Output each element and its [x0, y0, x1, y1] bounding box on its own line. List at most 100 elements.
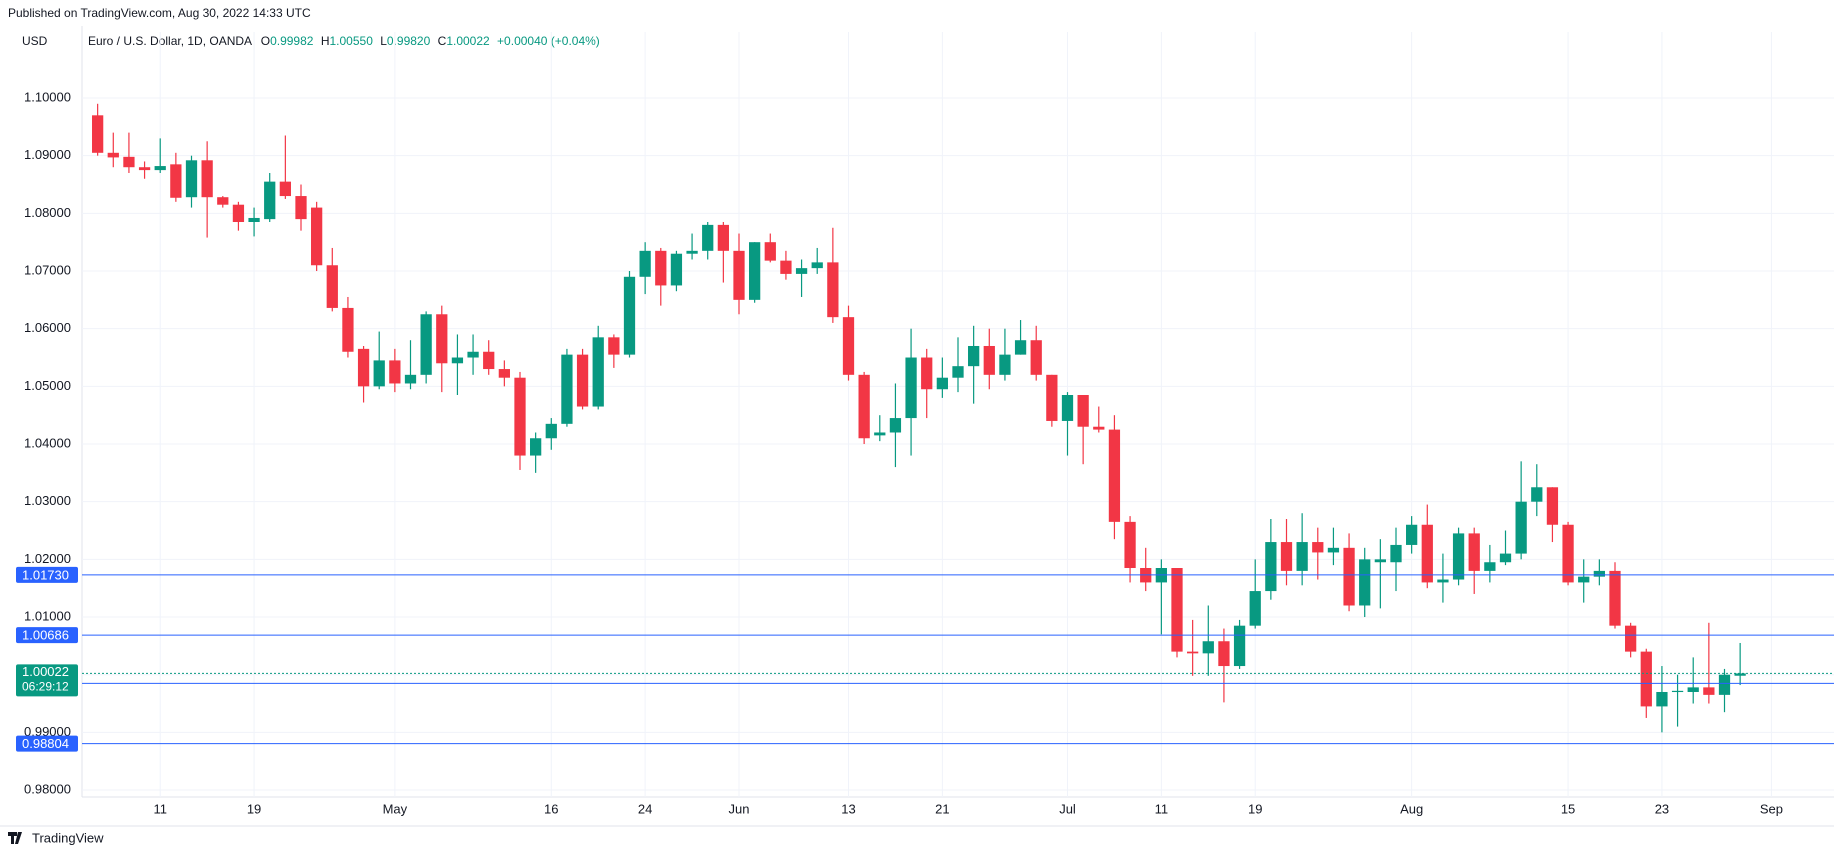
y-tick-label: 0.98000: [24, 781, 71, 796]
candle-body: [827, 262, 839, 318]
candle-body: [889, 418, 902, 433]
candle-body: [686, 250, 698, 254]
candle-body: [1609, 570, 1621, 626]
candle-body: [357, 348, 370, 387]
candle-body: [749, 242, 761, 300]
candle-body: [592, 337, 604, 407]
symbol-title: Euro / U.S. Dollar, 1D, OANDA: [88, 34, 252, 48]
x-tick-label: 13: [841, 801, 855, 816]
candle-body: [1124, 521, 1136, 569]
candle-body: [467, 351, 479, 358]
candle-body: [295, 196, 307, 220]
ohlc-value: 0.99982: [270, 34, 314, 48]
candle-body: [232, 204, 245, 223]
candle-body: [545, 423, 557, 439]
candle-body: [1656, 691, 1668, 707]
candle-body: [92, 115, 104, 153]
change: +0.00040 (+0.04%): [497, 34, 600, 48]
candle-body: [436, 314, 448, 364]
candle-body: [1171, 568, 1183, 652]
y-tick-label: 1.10000: [24, 89, 71, 104]
candle-body: [670, 253, 683, 286]
x-tick-label: 11: [1155, 801, 1169, 816]
candle-body: [1515, 501, 1527, 554]
candle-body: [1625, 625, 1637, 652]
level-label: 1.00686: [22, 628, 69, 643]
candle-body: [123, 156, 135, 168]
candle-body: [717, 224, 729, 251]
x-tick-label: 21: [935, 801, 949, 816]
candle-body: [138, 167, 151, 171]
candle-body: [170, 164, 182, 198]
candle-body: [999, 354, 1011, 375]
candle-body: [1265, 542, 1277, 592]
candle-body: [514, 377, 526, 456]
candle-body: [201, 160, 213, 198]
candle-body: [342, 307, 354, 352]
candle-body: [702, 224, 714, 251]
candle-body: [576, 354, 589, 407]
candle-body: [1406, 524, 1418, 545]
candle-body: [952, 366, 964, 378]
x-tick-label: Jun: [729, 801, 750, 816]
candle-body: [1499, 553, 1512, 563]
x-tick-label: May: [383, 801, 408, 816]
candle-body: [1030, 340, 1042, 375]
candle-body: [1578, 576, 1590, 583]
candle-body: [1343, 547, 1355, 606]
ohlc-value: 0.99820: [387, 34, 431, 48]
candle-body: [1687, 687, 1699, 692]
candle-body: [811, 262, 823, 269]
x-tick-label: 19: [247, 801, 261, 816]
candle-body: [1703, 687, 1715, 695]
x-tick-label: 15: [1561, 801, 1575, 816]
candle-body: [858, 374, 870, 439]
candle-body: [1312, 542, 1324, 553]
candle-body: [1531, 487, 1543, 502]
level-label-box: [16, 566, 78, 583]
y-tick-label: 0.99000: [24, 724, 71, 739]
level-label-box: [16, 735, 78, 752]
x-tick-label: Sep: [1760, 801, 1783, 816]
y-tick-label: 1.06000: [24, 320, 71, 335]
candle-body: [561, 354, 573, 424]
ohlc-value: 1.00550: [329, 34, 373, 48]
y-tick-label: 1.08000: [24, 205, 71, 220]
x-tick-label: 11: [153, 801, 167, 816]
candle-body: [185, 160, 198, 198]
candle-body: [1718, 674, 1731, 695]
candle-body: [1108, 429, 1121, 522]
brand-logo: [8, 832, 22, 844]
x-tick-label: 19: [1248, 801, 1262, 816]
candle-body: [1437, 579, 1449, 583]
candle-body: [1671, 690, 1684, 693]
candle-body: [623, 276, 636, 355]
y-tick-label: 1.03000: [24, 493, 71, 508]
y-tick-label: 1.07000: [24, 262, 71, 277]
candle-body: [936, 377, 948, 390]
level-label: 0.98804: [22, 736, 69, 751]
candle-body: [1546, 487, 1559, 525]
y-tick-label: 1.05000: [24, 378, 71, 393]
candle-body: [1327, 547, 1340, 553]
candle-body: [1187, 651, 1199, 654]
ohlc-value: 1.00022: [446, 34, 490, 48]
y-tick-label: 1.01000: [24, 608, 71, 623]
candle-body: [1562, 524, 1574, 583]
x-tick-label: Jul: [1059, 801, 1076, 816]
candle-body: [1390, 544, 1402, 563]
x-tick-label: 24: [638, 801, 652, 816]
candle-body: [1468, 533, 1480, 571]
candle-body: [1374, 559, 1386, 563]
candle-body: [498, 369, 510, 378]
candle-body: [639, 250, 651, 277]
candle-body: [1734, 673, 1746, 676]
brand-name: TradingView: [32, 830, 104, 845]
candle-body: [1046, 374, 1058, 421]
candle-body: [1014, 340, 1027, 355]
y-tick-label: 1.04000: [24, 435, 71, 450]
currency-label: USD: [22, 34, 48, 48]
candle-body: [248, 217, 260, 223]
level-label: 1.01730: [22, 567, 69, 582]
